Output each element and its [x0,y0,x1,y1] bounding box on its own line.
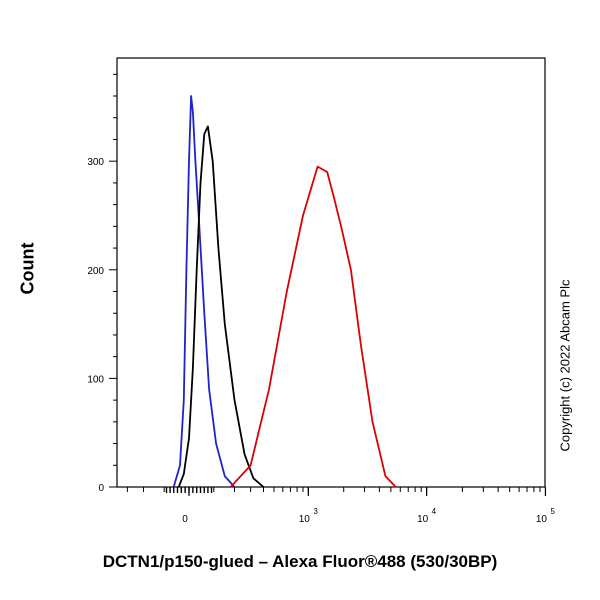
x-tick-exponent: 3 [313,507,318,516]
x-tick-label: 10 [299,514,311,525]
y-tick-label: 300 [87,157,104,168]
plot-frame [116,57,546,488]
y-axis-label: Count [17,242,38,295]
y-axis: 0 100 200 300 [87,73,117,494]
x-tick-exponent: 5 [550,507,555,516]
series-lines [172,95,397,488]
x-axis-label: DCTN1/p150-glued – Alexa Fluor®488 (530/… [102,552,498,571]
copyright-annotation: Copyright (c) 2022 Abcam Plc [557,279,573,452]
x-tick-label: 10 [417,514,429,525]
y-tick-label: 100 [87,374,104,385]
x-tick-label: 10 [536,514,548,525]
y-tick-label: 200 [87,266,104,277]
x-tick-exponent: 4 [432,507,437,516]
x-tick-label: 0 [182,514,188,525]
series-line-1 [172,95,236,488]
series-line-2 [177,125,265,488]
series-line-3 [230,165,397,488]
y-tick-label: 0 [98,483,104,494]
x-axis: 0103104105106 [126,487,555,525]
